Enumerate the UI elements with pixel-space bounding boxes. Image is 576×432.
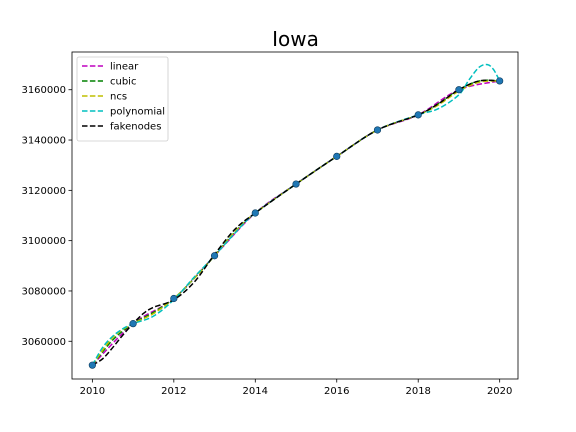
data-point: [170, 294, 178, 303]
data-point: [251, 209, 259, 217]
legend: linear cubic ncs polynomial fakenodes: [76, 56, 169, 142]
y-tick-label: 3080000: [21, 286, 66, 297]
data-point: [292, 180, 300, 188]
x-tick-label: 2020: [487, 386, 512, 397]
data-point: [129, 320, 137, 328]
x-tick-label: 2014: [243, 386, 268, 397]
y-axis: 3060000 3080000 3100000 3120000 3140000 31600…: [21, 85, 72, 348]
legend-label-cubic: cubic: [110, 77, 136, 88]
y-tick-label: 3120000: [21, 186, 66, 197]
data-point: [210, 252, 219, 260]
legend-label-ncs: ncs: [110, 92, 127, 103]
x-tick-label: 2012: [161, 386, 186, 397]
data-point: [88, 361, 96, 369]
x-tick-label: 2018: [405, 386, 430, 397]
data-point: [333, 152, 341, 160]
y-tick-label: 3160000: [21, 85, 66, 96]
data-point: [373, 126, 382, 134]
x-tick-label: 2010: [80, 386, 105, 397]
legend-label-polynomial: polynomial: [110, 107, 165, 118]
legend-label-fakenodes: fakenodes: [110, 122, 161, 133]
y-tick-label: 3100000: [21, 236, 66, 247]
x-axis: 2010 2012 2014 2016 2018 2020: [80, 379, 512, 397]
legend-label-linear: linear: [110, 62, 139, 73]
data-point: [455, 86, 463, 94]
data-point: [496, 77, 504, 85]
legend-frame: [76, 56, 169, 142]
data-point: [414, 111, 422, 119]
y-tick-label: 3060000: [21, 337, 66, 348]
y-tick-label: 3140000: [21, 136, 66, 147]
series-line-fakenodes: [91, 79, 500, 366]
points-layer: [88, 77, 504, 369]
x-tick-label: 2016: [324, 386, 349, 397]
chart-title: Iowa: [272, 27, 319, 51]
